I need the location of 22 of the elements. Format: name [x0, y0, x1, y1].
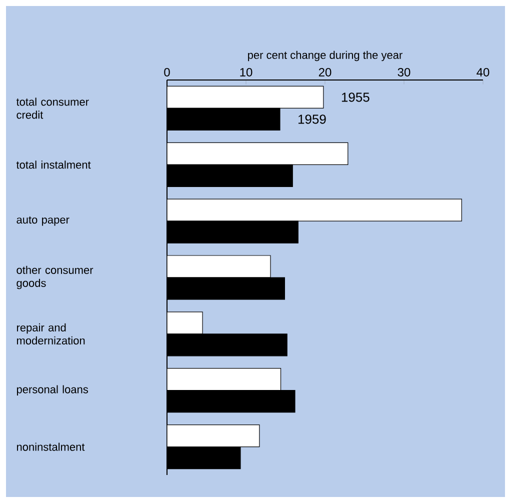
y-tick-label: personal loans — [16, 385, 88, 396]
y-tick-label: other consumer goods — [16, 266, 94, 290]
bar — [167, 198, 462, 222]
bar — [167, 312, 203, 334]
x-tick-label: 30 — [398, 68, 410, 76]
y-tick-label: total consumer credit — [16, 98, 89, 119]
y-tick-label: auto paper — [16, 216, 70, 226]
bar — [167, 142, 348, 165]
bar — [167, 424, 260, 448]
series-label: 1959 — [298, 114, 326, 124]
x-tick-label: 0 — [164, 68, 170, 76]
series-label: 1955 — [342, 92, 370, 102]
bar — [167, 255, 271, 278]
y-tick-label: noninstalment — [17, 442, 85, 451]
y-tick-label: total instalment — [16, 160, 91, 169]
x-tick-label: 40 — [476, 68, 490, 76]
x-axis-title: per cent change during the year — [248, 50, 402, 62]
x-tick-label: 20 — [318, 68, 332, 76]
x-tick-label: 10 — [240, 68, 252, 76]
bar — [167, 368, 282, 391]
bar — [167, 86, 324, 109]
y-tick-label: repair and modernization — [17, 323, 85, 344]
